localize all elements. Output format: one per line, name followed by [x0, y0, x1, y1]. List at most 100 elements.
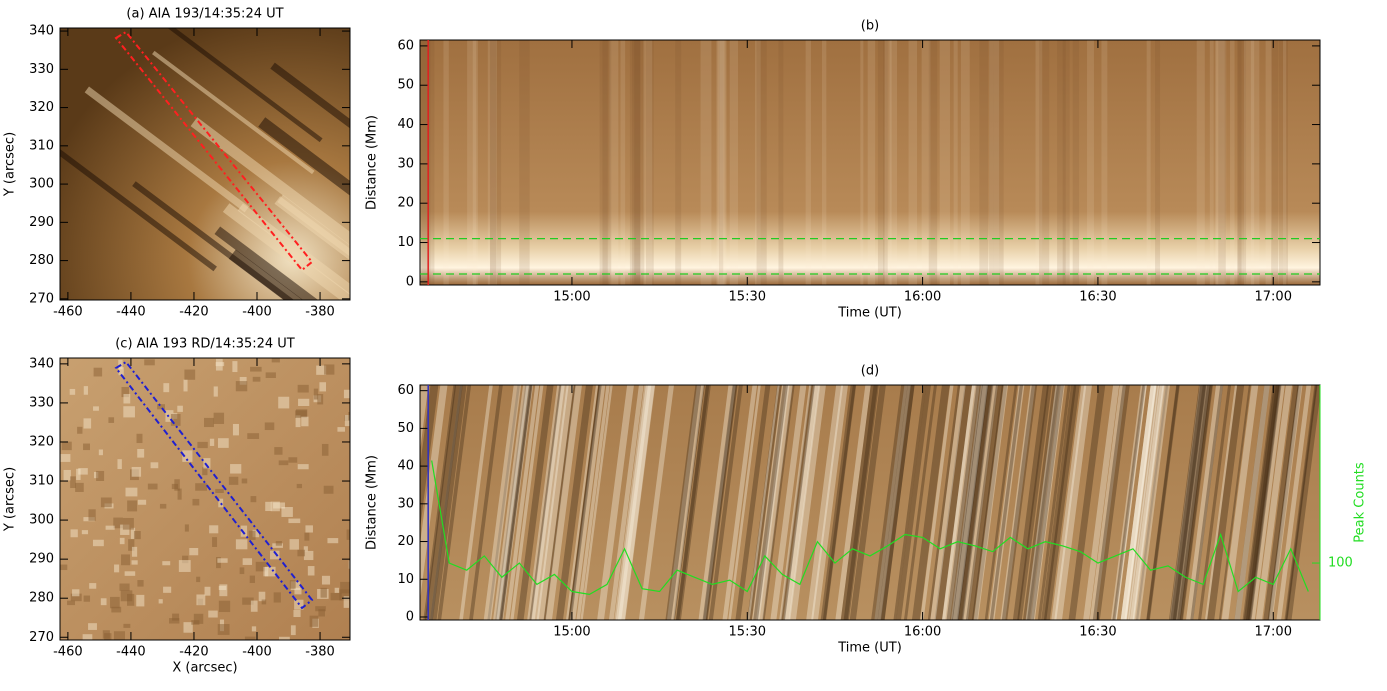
speckle: [343, 596, 350, 608]
plot-frame: [59, 27, 351, 301]
streak: [1110, 385, 1147, 620]
streak: [510, 385, 544, 620]
y-tick-label: 270: [29, 291, 54, 306]
speckle: [169, 618, 180, 624]
speckle: [348, 560, 350, 569]
streak: [805, 40, 811, 285]
streak: [871, 385, 908, 620]
y-tick-label: 40: [397, 459, 414, 474]
speckle: [123, 393, 131, 404]
streak: [780, 385, 815, 620]
streak: [505, 385, 540, 620]
streak: [951, 385, 988, 620]
speckle: [301, 416, 309, 427]
speckle: [193, 613, 204, 624]
speckle: [348, 411, 350, 421]
x-tick-label: -460: [53, 305, 83, 320]
speckle: [82, 634, 93, 640]
speckle: [318, 609, 325, 617]
speckle: [192, 498, 200, 506]
y-tick-label: 330: [29, 62, 54, 77]
streak: [602, 40, 612, 285]
streak: [703, 385, 738, 620]
speckle: [270, 550, 280, 560]
streak: [496, 385, 531, 620]
speckle: [60, 454, 71, 462]
speckle: [343, 389, 350, 399]
speckle: [315, 606, 326, 612]
speckle: [93, 406, 99, 411]
speckle: [118, 367, 124, 376]
streak: [877, 40, 885, 285]
speckle: [72, 589, 80, 597]
streak: [531, 385, 569, 620]
speckle: [204, 417, 214, 428]
streak: [1177, 385, 1214, 620]
streak: [420, 385, 429, 452]
streak: [420, 40, 431, 285]
streak: [437, 385, 472, 620]
speckle: [320, 587, 327, 598]
speckle: [255, 561, 268, 572]
y-tick-label: 340: [29, 356, 54, 371]
loop: [277, 194, 350, 257]
loop: [152, 50, 315, 175]
streak: [989, 40, 994, 285]
texture: [60, 28, 1320, 640]
speckle: [323, 485, 334, 494]
streak: [874, 385, 911, 620]
streak: [719, 40, 724, 285]
streak: [755, 40, 761, 285]
streak: [599, 40, 608, 285]
panel-title: (c) AIA 193 RD/14:35:24 UT: [115, 337, 295, 352]
y-tick-label: 50: [397, 78, 414, 93]
streak: [420, 385, 439, 530]
speckle: [196, 576, 201, 583]
x-tick-label: 16:30: [1079, 290, 1116, 305]
loop: [237, 203, 350, 295]
speckle: [313, 388, 319, 400]
streak: [928, 40, 938, 285]
speckle: [119, 583, 130, 591]
speckle: [261, 599, 267, 605]
streak: [728, 385, 761, 620]
speckle: [247, 433, 260, 439]
y-tick-label: 10: [397, 572, 414, 587]
streak: [1170, 385, 1207, 620]
speckle: [162, 561, 171, 566]
streak: [934, 385, 973, 620]
streak: [1198, 385, 1232, 620]
streak: [927, 385, 961, 620]
speckle: [189, 547, 199, 556]
streak: [700, 40, 712, 285]
speckle: [241, 478, 248, 484]
speckle: [218, 498, 224, 508]
x-tick-label: 15:30: [729, 625, 766, 640]
speckle: [327, 538, 339, 544]
streak: [1249, 385, 1285, 620]
speckle: [174, 479, 180, 491]
speckle: [177, 405, 183, 412]
speckle: [114, 564, 120, 573]
y-tick-label: 10: [397, 235, 414, 250]
streak: [609, 40, 619, 285]
streak: [519, 40, 530, 285]
speckle: [324, 364, 335, 375]
speckle: [209, 525, 219, 534]
streak: [665, 385, 702, 620]
streak: [702, 385, 737, 620]
x-tick-label: 16:00: [904, 625, 941, 640]
streak: [921, 40, 931, 285]
streak: [1022, 385, 1060, 620]
y-tick-label: 310: [29, 138, 54, 153]
x-axis-label: Time (UT): [837, 641, 902, 656]
streak: [1268, 385, 1303, 620]
streak: [429, 385, 467, 620]
streak: [1017, 385, 1052, 620]
speckle: [133, 531, 141, 540]
speckle: [217, 624, 230, 635]
streak: [597, 385, 634, 620]
y-tick-label: 300: [29, 513, 54, 528]
speckle: [184, 524, 189, 532]
